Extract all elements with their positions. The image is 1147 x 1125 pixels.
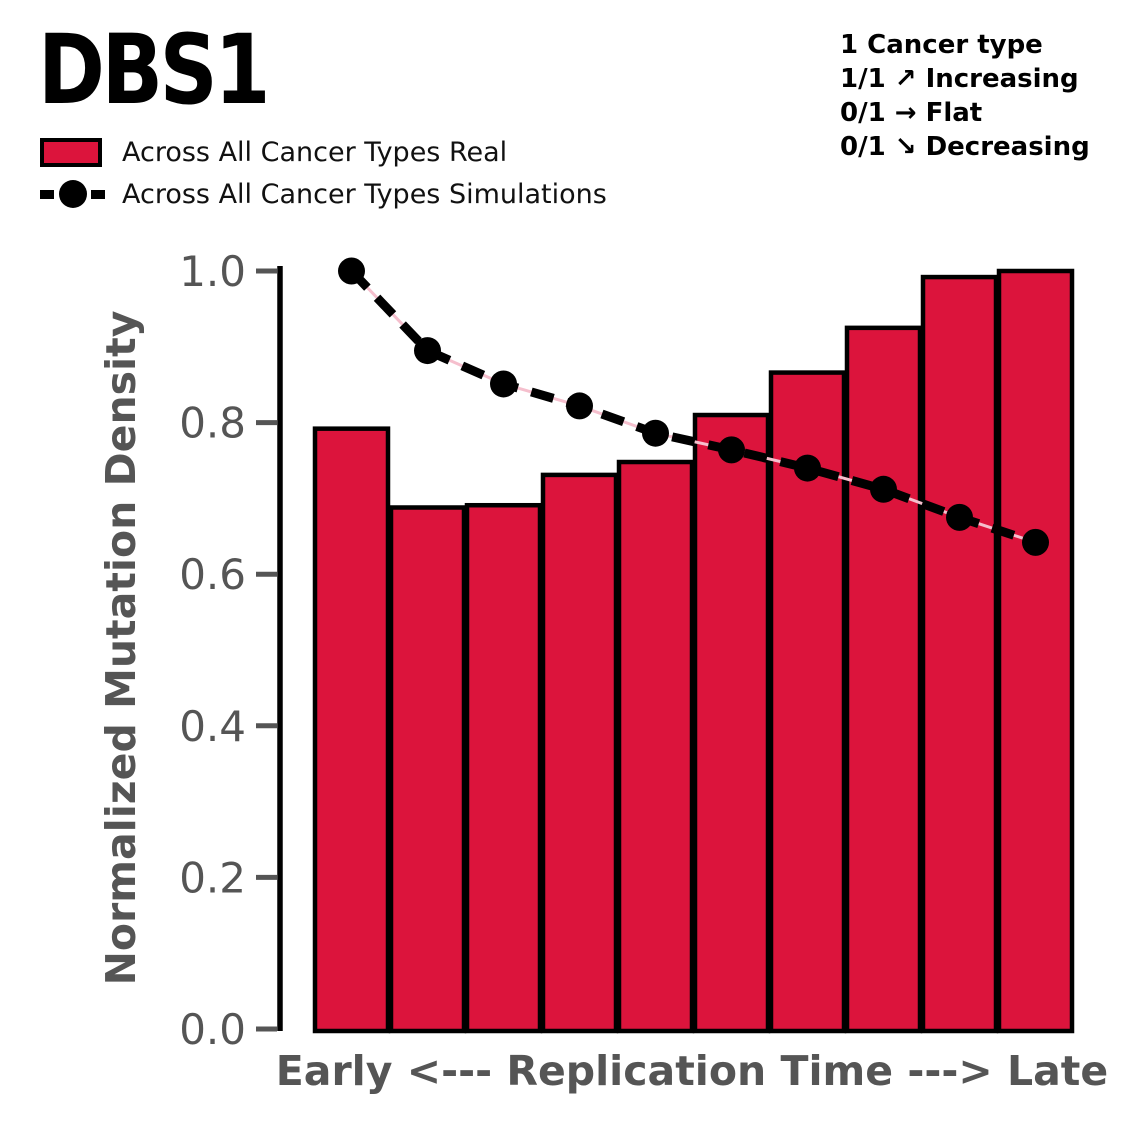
- real-density-bar: [768, 370, 847, 1034]
- simulation-point-marker: [642, 419, 669, 447]
- y-tick-label: 0.8: [179, 399, 246, 448]
- legend-simulations-label: Across All Cancer Types Simulations: [122, 178, 607, 210]
- stats-line-flat: 0/1 → Flat: [840, 98, 983, 128]
- simulation-point-marker: [1022, 528, 1049, 556]
- stats-line-decreasing: 0/1 ↘ Decreasing: [840, 132, 1090, 162]
- simulations-line-swatch-icon: [40, 179, 106, 209]
- real-density-bar: [464, 502, 543, 1034]
- stats-line-count: 1 Cancer type: [840, 30, 1043, 60]
- simulation-point-marker: [946, 503, 973, 531]
- y-tick-label: 0.4: [179, 702, 246, 751]
- real-density-bar: [540, 472, 619, 1034]
- real-density-bar: [388, 505, 467, 1034]
- y-tick-label: 0.2: [179, 853, 246, 902]
- real-density-bar: [616, 459, 695, 1034]
- y-tick-label: 0.6: [179, 550, 246, 599]
- y-tick-label: 1.0: [179, 247, 246, 296]
- y-axis-label: Normalized Mutation Density: [97, 311, 145, 986]
- real-density-bar: [692, 412, 771, 1034]
- legend-real-label: Across All Cancer Types Real: [122, 136, 508, 168]
- simulation-point-marker: [414, 337, 441, 365]
- simulation-point-marker: [870, 475, 897, 503]
- simulation-point-marker: [338, 257, 365, 285]
- stats-line-increasing: 1/1 ↗ Increasing: [840, 64, 1079, 94]
- real-density-bar: [844, 325, 923, 1034]
- simulation-point-marker: [718, 436, 745, 464]
- y-tick-label: 0.0: [179, 1005, 246, 1054]
- real-density-bar: [996, 268, 1075, 1034]
- real-density-bar: [312, 426, 391, 1034]
- simulation-point-marker: [794, 454, 821, 482]
- x-axis-label: Early <--- Replication Time ---> Late: [276, 1047, 1108, 1095]
- simulation-point-marker: [566, 392, 593, 420]
- page-title: DBS1: [38, 14, 271, 126]
- simulations-dashed-line: [348, 267, 1037, 547]
- legend: Across All Cancer Types Real Across All …: [40, 131, 607, 215]
- legend-item-simulations: Across All Cancer Types Simulations: [40, 173, 607, 215]
- legend-item-real: Across All Cancer Types Real: [40, 131, 607, 173]
- real-bar-swatch-icon: [40, 137, 102, 167]
- cancer-type-stats: 1 Cancer type 1/1 ↗ Increasing 0/1 → Fla…: [840, 28, 1090, 164]
- real-density-bar: [920, 274, 999, 1034]
- simulation-point-marker: [490, 370, 517, 398]
